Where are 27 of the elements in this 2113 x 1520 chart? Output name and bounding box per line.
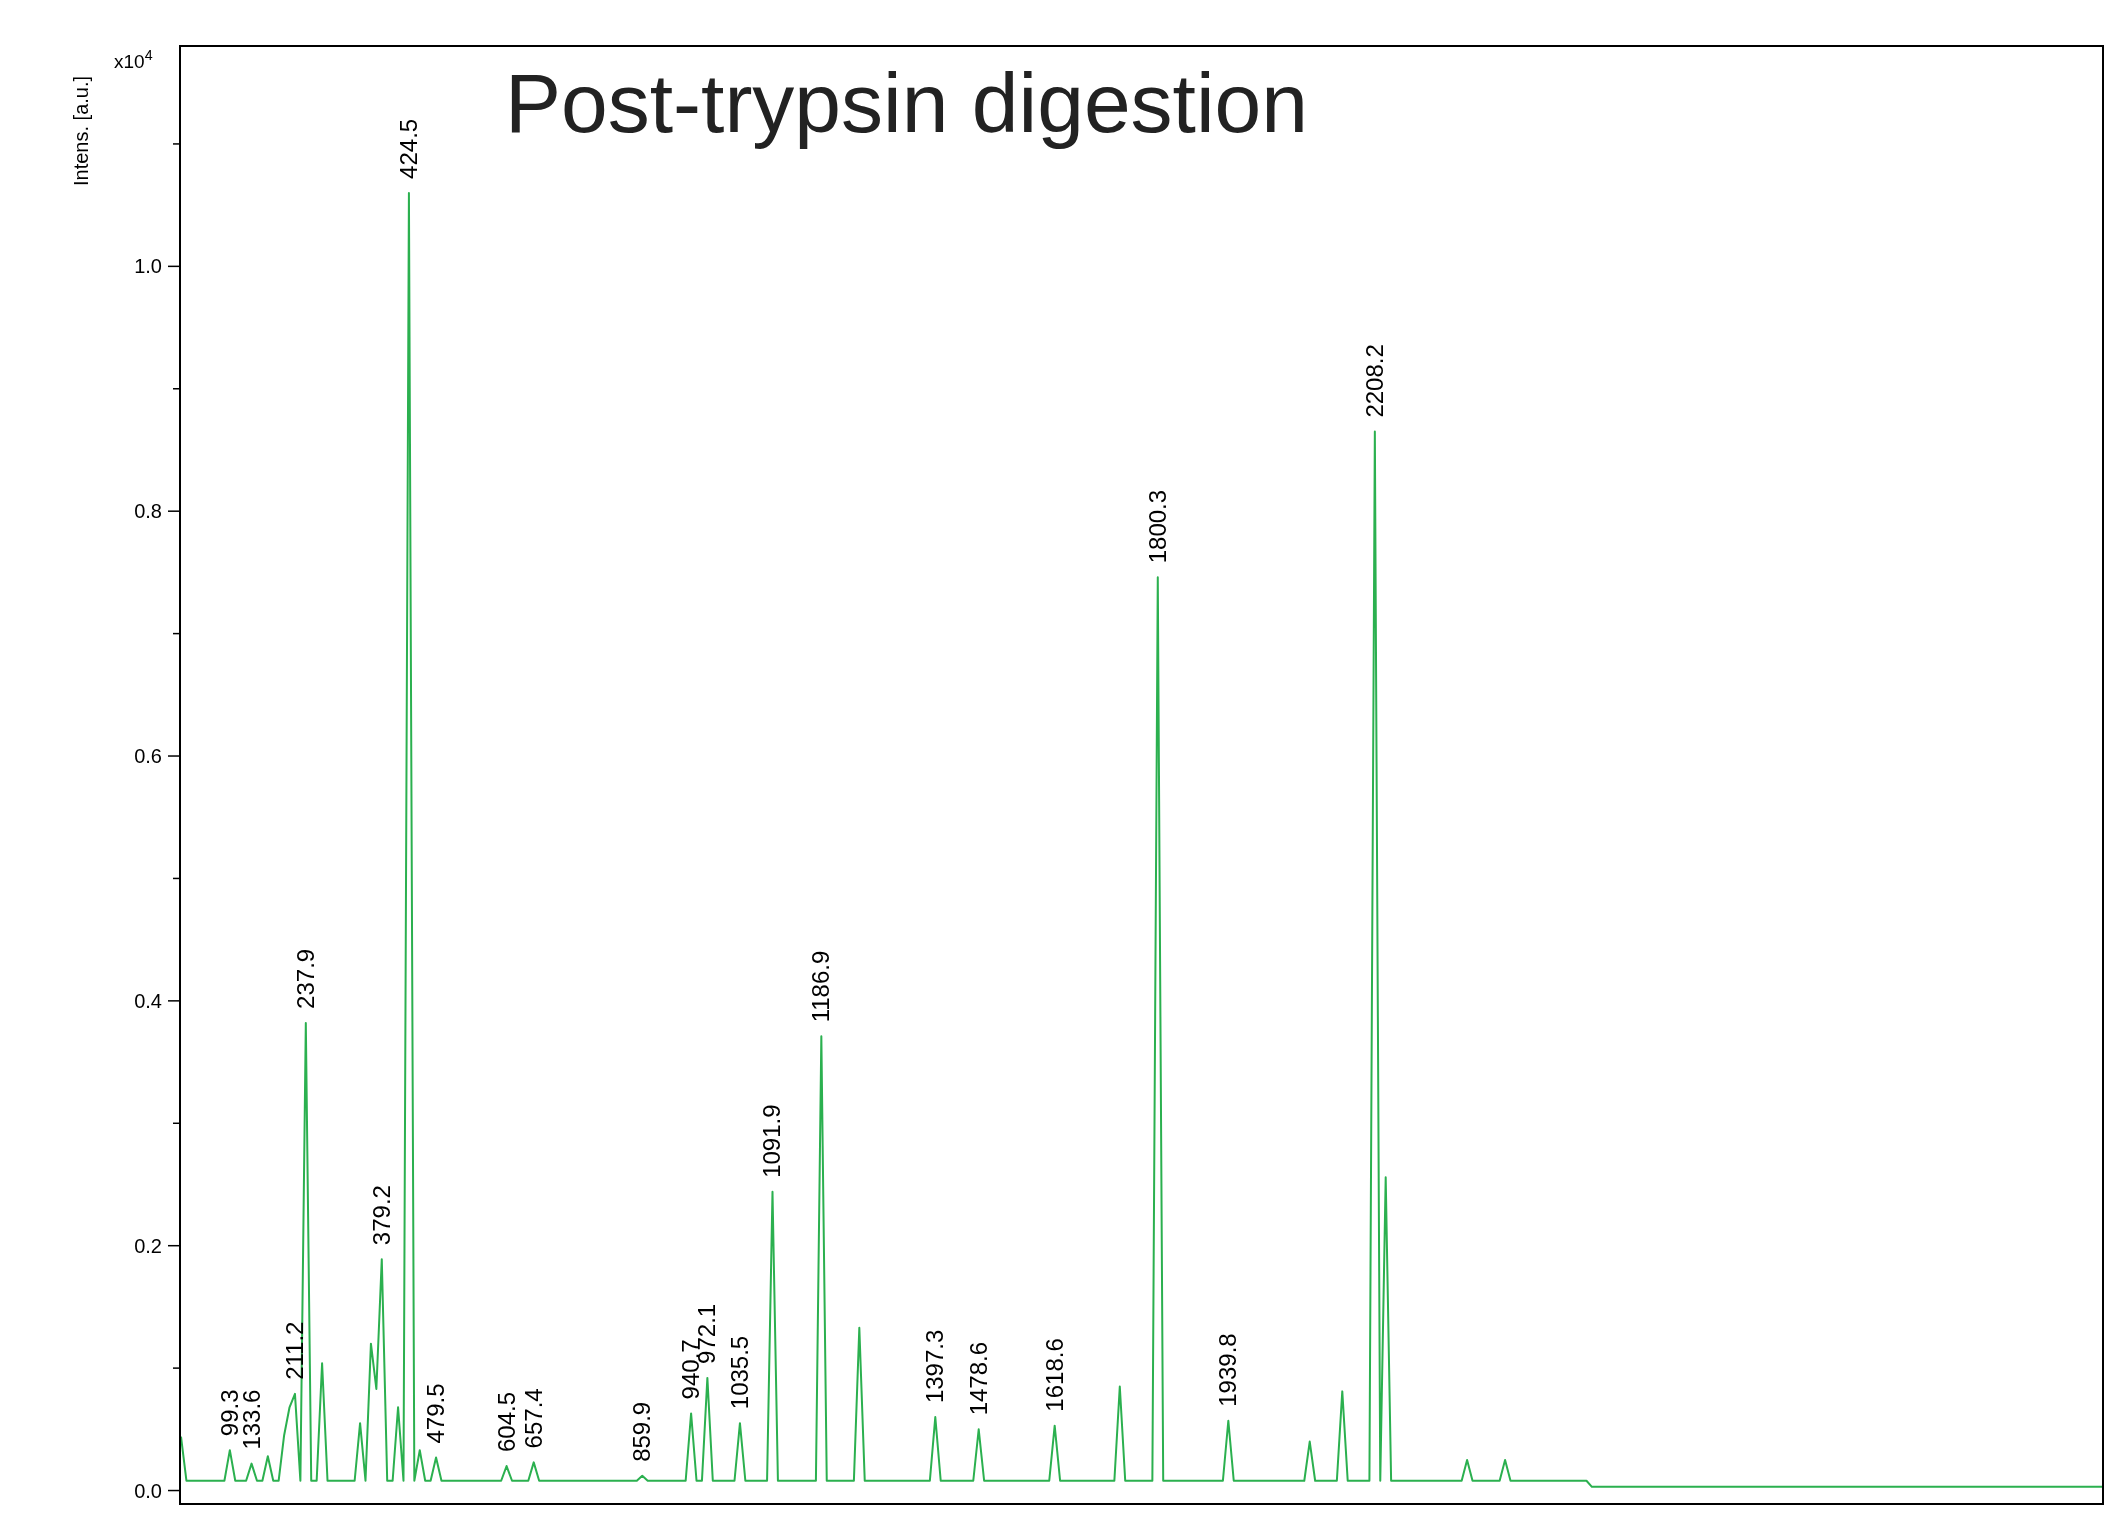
annotation: 424.5 — [394, 118, 422, 179]
annotation: 1939.8 — [1214, 1333, 1242, 1407]
annotation: 237.9 — [291, 948, 319, 1009]
line-series — [180, 191, 2103, 1488]
y-tick-label: 0.2 — [134, 1234, 162, 1257]
annotation: 604.5 — [492, 1391, 520, 1453]
annotation: 2208.2 — [1360, 344, 1388, 418]
annotation: 479.5 — [422, 1383, 450, 1444]
annotation: 657.4 — [519, 1388, 547, 1449]
y-tick-label: 0.6 — [134, 745, 162, 768]
chart-title: Post-trypsin digestion — [505, 56, 1309, 150]
annotation: 1478.6 — [964, 1341, 992, 1416]
annotation: 211.2 — [280, 1321, 308, 1380]
text: x10$^{4}$ — [114, 47, 153, 72]
annotation: 1618.6 — [1040, 1338, 1068, 1412]
y-tick-label: 0.8 — [134, 500, 162, 523]
y-tick-label: 1.0 — [134, 255, 162, 278]
annotation: 379.2 — [367, 1185, 395, 1246]
y-axis-title: Intens. [a.u.] — [70, 75, 92, 186]
annotation: 1091.9 — [758, 1104, 786, 1178]
annotation: 1800.3 — [1143, 489, 1171, 564]
annotation: 859.9 — [628, 1401, 656, 1462]
annotation: 1186.9 — [807, 950, 835, 1023]
annotation: 1397.3 — [921, 1329, 949, 1404]
y-tick-label: 0.4 — [134, 989, 162, 1012]
y-tick-label: 0.0 — [134, 1479, 162, 1502]
annotation: 1035.5 — [725, 1335, 753, 1410]
